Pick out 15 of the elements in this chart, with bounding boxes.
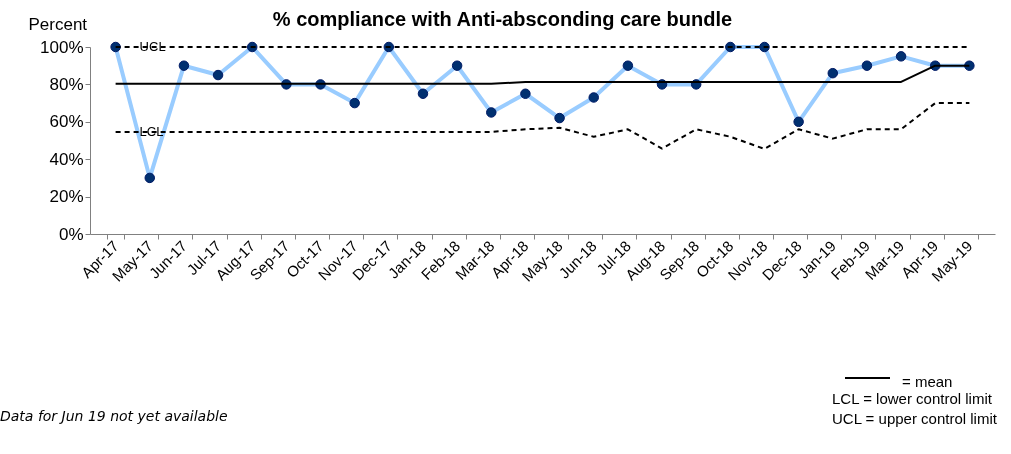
text: LCL = lower control limit xyxy=(832,390,993,407)
y-tick-label: 40% xyxy=(49,149,84,169)
y-tick-label: 100% xyxy=(40,37,84,57)
text: Data for Jun 19 not yet available xyxy=(0,408,228,424)
line-series xyxy=(114,102,971,150)
text: UCL = upper control limit xyxy=(832,410,998,427)
legend-label: = mean xyxy=(902,373,953,390)
y-tick-label: 60% xyxy=(49,112,84,132)
chart-title: % compliance with Anti-absconding care bundle xyxy=(272,8,733,30)
series-label: LCL xyxy=(139,123,164,139)
y-tick-label: 0% xyxy=(58,224,84,244)
y-tick-label: 20% xyxy=(49,187,84,207)
y-axis-title: Percent xyxy=(28,14,88,34)
series-label: UCL xyxy=(139,39,166,54)
y-tick-label: 80% xyxy=(49,74,84,94)
